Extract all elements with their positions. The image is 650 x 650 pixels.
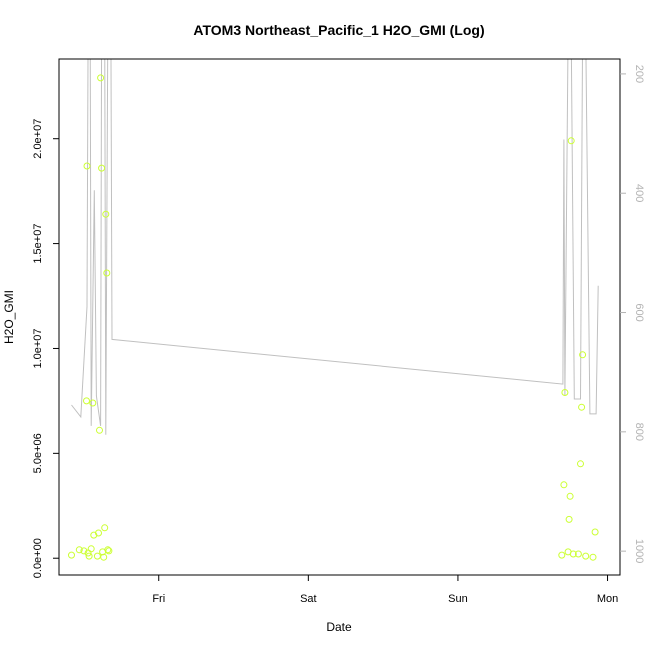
data-point [567,137,575,145]
data-point [577,460,584,468]
y2-tick-label: 200 [633,65,645,83]
data-point [103,269,111,277]
data-point [96,426,103,434]
y2-axis: 200 400 600 800 1000 [620,65,645,563]
y-axis-label: H2O_GMI [2,290,16,344]
data-point [102,210,110,218]
data-point [85,552,93,560]
points-layer [68,74,599,561]
data-point [97,74,105,82]
y-tick-label: 2.0e+07 [32,119,44,159]
x-axis-label: Date [326,620,352,634]
data-point [87,545,95,553]
y2-tick-label: 800 [633,423,645,441]
y-axis: 0.0e+00 5.0e+06 1.0e+07 1.5e+07 2.0e+07 [32,119,59,578]
y-tick-label: 0.0e+00 [32,538,44,578]
y-tick-label: 1.0e+07 [32,328,44,368]
data-point [591,528,599,536]
data-point [100,553,108,561]
data-point [83,397,90,405]
data-point [93,552,101,560]
series-line [71,59,599,435]
series-line-layer [71,59,599,435]
data-point [98,164,106,172]
data-point [579,351,587,359]
x-tick-label: Sat [300,593,317,605]
data-point [589,553,597,561]
data-point [104,546,112,554]
y-tick-label: 1.5e+07 [32,224,44,264]
y2-tick-label: 1000 [633,539,645,563]
data-point [574,550,582,558]
data-point [95,529,102,537]
x-tick-label: Mon [597,593,618,605]
data-point [83,162,91,170]
data-point [75,546,83,554]
y-tick-label: 5.0e+06 [32,433,44,473]
data-point [80,547,88,555]
y2-tick-label: 600 [633,303,645,321]
plot-frame [58,58,621,576]
data-point [105,547,113,555]
x-tick-label: Sun [448,593,468,605]
x-axis: Fri Sat Sun Mon [152,575,618,605]
data-point [101,524,109,532]
data-point [561,389,569,396]
data-point [560,481,568,489]
data-point [578,403,586,411]
data-point [89,399,97,407]
data-point [566,492,574,500]
data-point [565,515,573,523]
data-point [558,551,566,559]
data-point [68,551,75,559]
data-point [582,552,590,560]
x-tick-label: Fri [152,593,165,605]
data-point [569,550,577,558]
y2-tick-label: 400 [633,184,645,202]
chart-title: ATOM3 Northeast_Pacific_1 H2O_GMI (Log) [193,22,484,38]
